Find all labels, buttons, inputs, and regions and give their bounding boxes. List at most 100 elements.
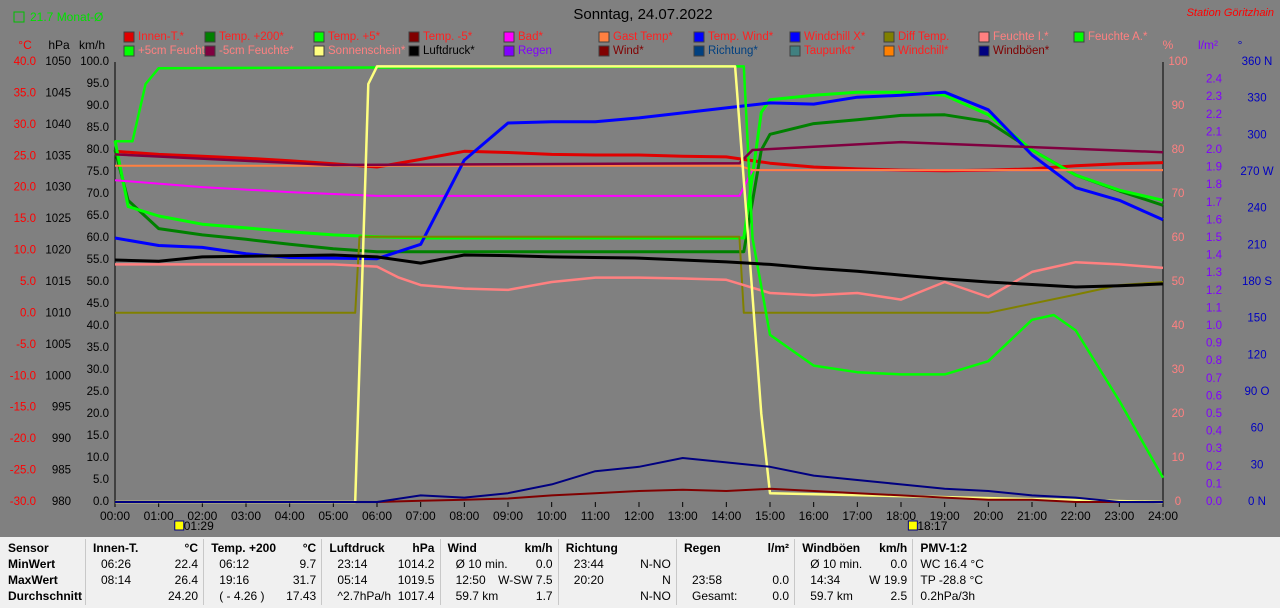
cell-time: 19:16 <box>219 573 250 587</box>
group-title: Luftdruck <box>329 541 385 555</box>
x-tick-label: 14:00 <box>711 509 741 523</box>
x-tick-label: 22:00 <box>1061 509 1091 523</box>
y-tick-label: 210 <box>1247 239 1266 251</box>
legend-label: Innen-T.* <box>138 31 185 43</box>
y-tick-label: 1.7 <box>1206 197 1222 209</box>
group-title: PMV-1:2 <box>920 541 968 555</box>
y-tick-label: 2.3 <box>1206 91 1222 103</box>
legend-swatch <box>408 45 420 57</box>
month-average: 21.7 Monat-Ø <box>30 10 103 24</box>
legend-label: Richtung* <box>708 45 758 57</box>
y-tick-label: 10.0 <box>14 245 36 257</box>
row-label: MinWert <box>8 557 56 571</box>
y-tick-label: 30.0 <box>87 364 109 376</box>
group-unit: km/h <box>879 541 908 555</box>
group-unit: °C <box>302 541 317 555</box>
cell-time: 20:20 <box>573 573 604 587</box>
separator <box>321 539 323 605</box>
legend-swatch <box>313 45 325 57</box>
y-tick-label: 35.0 <box>87 342 109 354</box>
y-tick-label: 40.0 <box>14 56 36 68</box>
y-tick-label: 15.0 <box>87 430 109 442</box>
cell-value: 22.4 <box>174 557 198 571</box>
legend-swatch <box>503 31 515 43</box>
chart-title: Sonntag, 24.07.2022 <box>573 6 712 23</box>
indicator-icon <box>13 11 25 23</box>
cell-value: N-NO <box>640 557 671 571</box>
cell-time: 06:12 <box>219 557 250 571</box>
series-line <box>114 169 1163 197</box>
cell-value: 9.7 <box>299 557 317 571</box>
y-tick-label: 2.1 <box>1206 126 1222 138</box>
cell-value: 2.5 <box>890 589 908 603</box>
series-line <box>114 140 1164 167</box>
y-tick-label: 1.0 <box>1206 320 1222 332</box>
cell-time: 59.7 km <box>810 589 853 603</box>
legend-swatch <box>789 31 801 43</box>
legend-swatch <box>503 45 515 57</box>
axis-unit: hPa <box>48 38 70 52</box>
legend-swatch <box>204 31 216 43</box>
legend-swatch <box>693 45 705 57</box>
x-tick-label: 04:00 <box>275 509 305 523</box>
y-tick-label: 1.8 <box>1206 179 1222 191</box>
group-unit: hPa <box>412 541 435 555</box>
y-tick-label: 25.0 <box>14 150 36 162</box>
cell-time: 23:14 <box>337 557 368 571</box>
y-tick-label: 70.0 <box>87 188 109 200</box>
y-tick-label: 330 <box>1247 93 1266 105</box>
legend-label: Feuchte I.* <box>993 31 1049 43</box>
y-tick-label: 0 N <box>1248 496 1266 508</box>
x-tick-label: 16:00 <box>799 509 829 523</box>
x-tick-label: 17:00 <box>842 509 872 523</box>
row-label: Sensor <box>8 541 49 555</box>
y-tick-label: 30 <box>1251 459 1264 471</box>
cell-time: 59.7 km <box>455 589 499 603</box>
y-tick-label: 1.4 <box>1206 250 1223 262</box>
legend-label: Windchill X* <box>804 31 866 43</box>
x-tick-label: 00:00 <box>100 509 130 523</box>
y-tick-label: 20.0 <box>87 408 109 420</box>
legend-swatch <box>408 31 420 43</box>
row-label: Durchschnitt <box>8 589 83 603</box>
group-title: Wind <box>447 541 477 555</box>
x-tick-label: 02:00 <box>187 509 217 523</box>
y-tick-label: 40 <box>1172 320 1185 332</box>
legend-label: Luftdruck* <box>423 45 475 57</box>
stats-table: Sensor MinWert MaxWert Durchschnitt Innen-T.… <box>0 537 1280 608</box>
y-tick-label: 1015 <box>45 276 71 288</box>
legend-swatch <box>598 45 610 57</box>
y-tick-label: 90.0 <box>87 100 109 112</box>
x-tick-label: 12:00 <box>624 509 654 523</box>
x-tick-label: 01:00 <box>144 509 174 523</box>
x-tick-label: 07:00 <box>406 509 436 523</box>
y-tick-label: 75.0 <box>87 166 109 178</box>
y-tick-label: 240 <box>1247 203 1266 215</box>
y-tick-label: 65.0 <box>87 210 109 222</box>
moon-time: 01:29 <box>184 519 214 533</box>
axis-unit: % <box>1163 38 1174 52</box>
y-tick-label: 180 S <box>1242 276 1272 288</box>
cell-time: Ø 10 min. <box>455 557 508 571</box>
cell-value: 0.0 <box>890 557 908 571</box>
cell-value: 0.0 <box>772 589 789 603</box>
y-tick-label: 0.0 <box>93 496 109 508</box>
y-tick-label: 0.7 <box>1206 373 1222 385</box>
group-title: Windböen <box>802 541 861 555</box>
group-title: Temp. +200 <box>211 541 276 555</box>
y-tick-label: 0.4 <box>1206 426 1223 438</box>
cell-value: 26.4 <box>174 573 198 587</box>
cell-value: 31.7 <box>292 573 317 587</box>
legend-label: +5cm Feuchte* <box>138 45 216 57</box>
y-tick-label: 985 <box>52 465 71 477</box>
y-tick-label: 0.3 <box>1206 443 1222 455</box>
legend-swatch <box>883 45 895 57</box>
axis-unit: l/m² <box>1198 38 1218 52</box>
y-tick-label: 0.8 <box>1206 355 1222 367</box>
y-tick-label: 1005 <box>45 339 71 351</box>
y-tick-label: 1.5 <box>1206 232 1222 244</box>
y-tick-label: 70 <box>1172 188 1185 200</box>
legend-label: Gast Temp* <box>613 31 673 43</box>
legend-label: Temp. Wind* <box>708 31 774 43</box>
y-tick-label: 1035 <box>45 150 71 162</box>
